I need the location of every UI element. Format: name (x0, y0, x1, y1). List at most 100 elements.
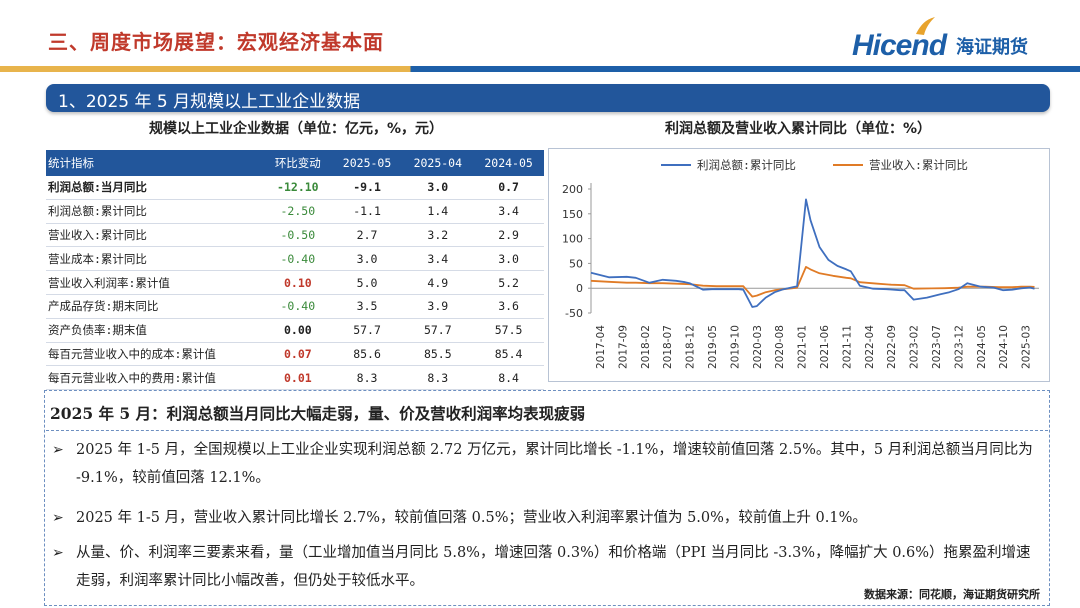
x-tick-label: 2019-05 (707, 325, 719, 369)
table-header-row: 统计指标 环比变动 2025-05 2025-04 2024-05 (46, 150, 544, 176)
x-tick-label: 2022-04 (864, 325, 876, 369)
row-change: -0.40 (263, 246, 332, 272)
y-tick-label: 0 (576, 282, 583, 295)
x-tick-label: 2017-04 (595, 325, 607, 369)
subsection-title: 1、2025 年 5 月规模以上工业企业数据 (58, 92, 361, 112)
row-label: 营业收入:累计同比 (46, 223, 264, 248)
row-change: -12.10 (263, 176, 332, 200)
y-tick-label: 150 (562, 208, 583, 221)
row-change: 0.07 (263, 342, 332, 367)
row-value-2024-05: 8.4 (473, 365, 544, 391)
x-tick-label: 2020-08 (774, 325, 786, 369)
x-tick-label: 2025-03 (1021, 325, 1033, 369)
x-tick-label: 2018-07 (662, 325, 674, 369)
page-header: 三、周度市场展望：宏观经济基本面 Hicend 海证期货 (0, 0, 1080, 72)
row-value-2025-05: 57.7 (331, 318, 403, 343)
bullet-item: ➢ 从量、价、利润率三要素来看，量（工业增加值当月同比 5.8%，增速回落 0.… (52, 539, 1044, 595)
x-tick-label: 2019-10 (729, 325, 741, 369)
row-value-2024-05: 3.6 (473, 294, 544, 319)
row-value-2025-05: 2.7 (331, 223, 403, 248)
table-title: 规模以上工业企业数据（单位：亿元，%，元） (148, 121, 444, 137)
chart-title: 利润总额及营业收入累计同比（单位：%） (664, 121, 932, 137)
summary-box (44, 390, 1050, 606)
legend-label: 营业收入:累计同比 (869, 158, 968, 172)
x-tick-label: 2020-03 (752, 325, 764, 369)
row-value-2025-04: 3.0 (402, 176, 474, 200)
x-tick-label: 2023-07 (931, 325, 943, 369)
y-tick-label: -50 (565, 307, 583, 320)
table-row: 每百元营业收入中的成本:累计值 0.07 85.6 85.5 85.4 (46, 342, 544, 367)
table-row: 产成品存货:期末同比 -0.40 3.5 3.9 3.6 (46, 294, 544, 319)
series-line (590, 198, 1035, 308)
table-row: 每百元营业收入中的费用:累计值 0.01 8.3 8.3 8.4 (46, 365, 544, 391)
row-value-2025-04: 85.5 (402, 342, 474, 367)
row-value-2025-04: 3.2 (402, 223, 474, 248)
table-row: 利润总额:当月同比 -12.10 -9.1 3.0 0.7 (46, 176, 544, 200)
header-2025-04: 2025-04 (402, 150, 474, 176)
bullet-text: 2025 年 1-5 月，全国规模以上工业企业实现利润总额 2.72 万亿元，累… (76, 442, 1033, 486)
row-change: 0.00 (263, 318, 332, 343)
table-row: 营业收入:累计同比 -0.50 2.7 3.2 2.9 (46, 223, 544, 248)
row-label: 营业成本:累计同比 (46, 246, 264, 272)
legend-label: 利润总额:累计同比 (697, 158, 796, 172)
arrow-bullet-icon: ➢ (52, 510, 64, 526)
header-indicator: 统计指标 (46, 150, 264, 176)
x-tick-label: 2024-05 (976, 325, 988, 369)
y-tick-label: 200 (562, 183, 583, 196)
bullet-text: 2025 年 1-5 月，营业收入累计同比增长 2.7%，较前值回落 0.5%；… (76, 510, 867, 526)
x-tick-label: 2022-09 (886, 325, 898, 369)
logo-text-cn: 海证期货 (956, 37, 1029, 58)
data-source: 数据来源：同花顺，海证期货研究所 (864, 588, 1040, 601)
x-tick-label: 2021-06 (819, 325, 831, 369)
row-value-2024-05: 2.9 (473, 223, 544, 248)
row-value-2025-05: -9.1 (331, 176, 403, 200)
logo-swoosh-icon (916, 17, 935, 35)
header-2024-05: 2024-05 (473, 150, 544, 176)
row-value-2024-05: 57.5 (473, 318, 544, 343)
row-change: -0.50 (263, 223, 332, 248)
y-tick-label: 50 (569, 257, 583, 270)
x-tick-label: 2021-11 (841, 325, 853, 369)
row-value-2025-05: -1.1 (331, 199, 403, 224)
x-tick-label: 2023-02 (909, 325, 921, 369)
x-tick-label: 2021-01 (797, 325, 809, 369)
row-value-2025-05: 5.0 (331, 270, 403, 295)
summary-divider (46, 430, 1048, 431)
row-value-2024-05: 3.4 (473, 199, 544, 224)
header-2025-05: 2025-05 (331, 150, 403, 176)
row-value-2025-04: 3.9 (402, 294, 474, 319)
summary-headline: 2025 年 5 月：利润总额当月同比大幅走弱，量、价及营收利润率均表现疲弱 (50, 404, 586, 423)
row-label: 产成品存货:期末同比 (46, 294, 264, 319)
x-tick-label: 2018-12 (685, 325, 697, 369)
row-label: 每百元营业收入中的费用:累计值 (46, 365, 264, 391)
row-value-2024-05: 3.0 (473, 246, 544, 272)
row-value-2024-05: 5.2 (473, 270, 544, 295)
row-change: -2.50 (263, 199, 332, 224)
table-row: 营业成本:累计同比 -0.40 3.0 3.4 3.0 (46, 246, 544, 272)
bullet-item: ➢ 2025 年 1-5 月，营业收入累计同比增长 2.7%，较前值回落 0.5… (52, 504, 1044, 532)
header-rule (0, 66, 1080, 72)
table-row: 营业收入利润率:累计值 0.10 5.0 4.9 5.2 (46, 270, 544, 295)
x-tick-label: 2024-10 (998, 325, 1010, 369)
series-line (590, 266, 1035, 298)
bullet-text: 从量、价、利润率三要素来看，量（工业增加值当月同比 5.8%，增速回落 0.3%… (76, 545, 1031, 589)
x-tick-label: 2018-02 (640, 325, 652, 369)
industrial-data-table: 统计指标 环比变动 2025-05 2025-04 2024-05 利润总额:当… (46, 150, 544, 391)
row-label: 每百元营业收入中的成本:累计值 (46, 342, 264, 367)
row-value-2024-05: 0.7 (473, 176, 544, 200)
x-tick-label: 2017-09 (617, 325, 629, 369)
row-label: 资产负债率:期末值 (46, 318, 264, 343)
chart-frame: -50 0 50 100 150 200 2017-04 2017-09 2018-02 2018… (548, 148, 1050, 382)
row-value-2025-04: 8.3 (402, 365, 474, 391)
row-value-2024-05: 85.4 (473, 342, 544, 367)
arrow-bullet-icon: ➢ (52, 442, 64, 458)
row-change: 0.01 (263, 365, 332, 391)
row-value-2025-04: 3.4 (402, 246, 474, 272)
row-value-2025-05: 85.6 (331, 342, 403, 367)
line-chart: -50 0 50 100 150 200 2017-04 2017-09 2018-02 2018… (562, 158, 1039, 369)
header-change: 环比变动 (263, 150, 332, 176)
logo-text-en: Hicend (852, 29, 947, 62)
row-change: 0.10 (263, 270, 332, 295)
row-label: 利润总额:当月同比 (46, 176, 264, 200)
row-value-2025-05: 3.5 (331, 294, 403, 319)
